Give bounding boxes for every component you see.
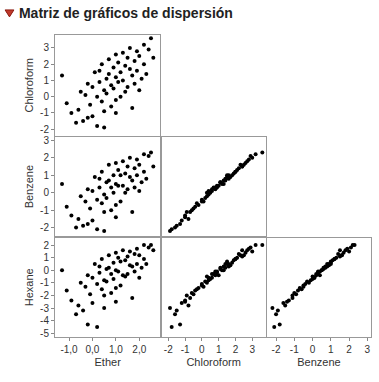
svg-text:-2: -2: [40, 124, 49, 135]
svg-text:0: 0: [199, 344, 205, 355]
svg-text:1: 1: [43, 75, 49, 86]
svg-text:1,0: 1,0: [109, 344, 123, 355]
svg-text:0: 0: [43, 265, 49, 276]
svg-text:-1: -1: [181, 344, 190, 355]
svg-text:0: 0: [310, 344, 316, 355]
svg-text:Chloroform: Chloroform: [186, 356, 240, 368]
svg-text:1: 1: [216, 344, 222, 355]
svg-text:-1: -1: [290, 344, 299, 355]
svg-text:-1,0: -1,0: [60, 344, 78, 355]
svg-text:Hexane: Hexane: [23, 268, 35, 306]
svg-text:Matriz de gráficos de dispersi: Matriz de gráficos de dispersión: [19, 5, 233, 21]
svg-text:3: 3: [43, 42, 49, 53]
svg-text:0: 0: [43, 91, 49, 102]
svg-text:-1: -1: [40, 205, 49, 216]
svg-text:2,0: 2,0: [132, 344, 146, 355]
svg-text:2: 2: [346, 344, 352, 355]
svg-text:-1: -1: [40, 277, 49, 288]
svg-text:2: 2: [43, 152, 49, 163]
svg-text:0,0: 0,0: [85, 344, 99, 355]
svg-text:-2: -2: [272, 344, 281, 355]
svg-text:Ether: Ether: [95, 356, 122, 368]
svg-text:1: 1: [43, 252, 49, 263]
svg-text:1: 1: [328, 344, 334, 355]
svg-text:-2: -2: [40, 290, 49, 301]
svg-text:3: 3: [43, 135, 49, 146]
svg-text:2: 2: [233, 344, 239, 355]
svg-text:Chloroform: Chloroform: [23, 58, 35, 112]
svg-text:-2: -2: [40, 222, 49, 233]
svg-text:3: 3: [249, 344, 255, 355]
svg-text:Benzene: Benzene: [23, 165, 35, 208]
svg-text:-1: -1: [40, 107, 49, 118]
svg-text:-5: -5: [40, 328, 49, 339]
svg-text:3: 3: [365, 344, 371, 355]
svg-text:-2: -2: [164, 344, 173, 355]
svg-text:Benzene: Benzene: [297, 356, 340, 368]
svg-text:0: 0: [43, 187, 49, 198]
svg-text:2: 2: [43, 240, 49, 251]
svg-text:1: 1: [43, 170, 49, 181]
svg-text:-4: -4: [40, 315, 49, 326]
svg-text:-3: -3: [40, 303, 49, 314]
svg-text:2: 2: [43, 59, 49, 70]
